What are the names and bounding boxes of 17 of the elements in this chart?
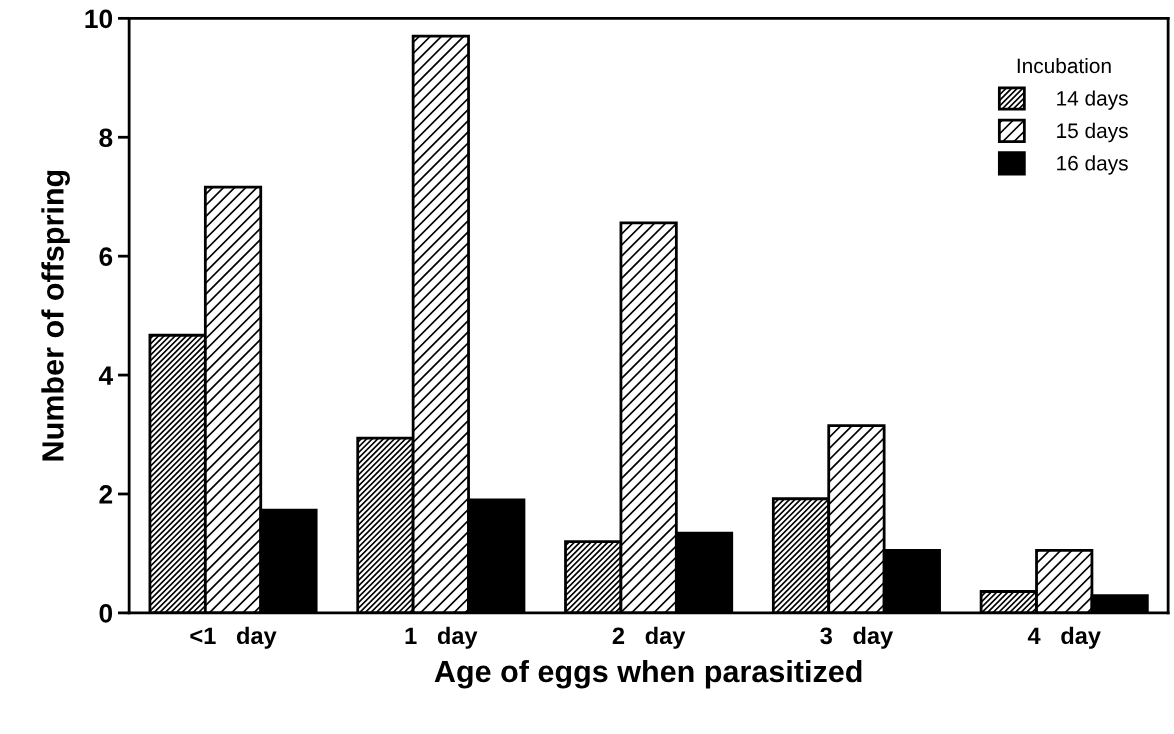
- y-tick-label: 10: [85, 9, 113, 29]
- legend-label: 16 days: [1057, 155, 1128, 175]
- x-axis-title: Age of eggs when parasitized: [434, 659, 862, 689]
- x-tick-label: 4 day: [1027, 626, 1101, 649]
- legend-label: 14 days: [1057, 90, 1128, 110]
- y-tick-label: 4: [98, 366, 114, 385]
- x-tick-label: 2 day: [612, 626, 686, 649]
- y-tick-label: 8: [99, 128, 113, 148]
- y-tick-label: 0: [99, 604, 113, 623]
- legend-label: 15 days: [1057, 122, 1128, 143]
- x-tick-label: <1 day: [190, 626, 277, 649]
- x-tick-label: 3 day: [820, 626, 894, 649]
- x-tick-label: 1 day: [405, 626, 478, 649]
- legend-title: Incubation: [1017, 57, 1111, 74]
- y-axis-title: Number of offspring: [41, 170, 70, 461]
- y-tick-label: 6: [99, 247, 113, 266]
- y-tick-label: 2: [99, 485, 113, 504]
